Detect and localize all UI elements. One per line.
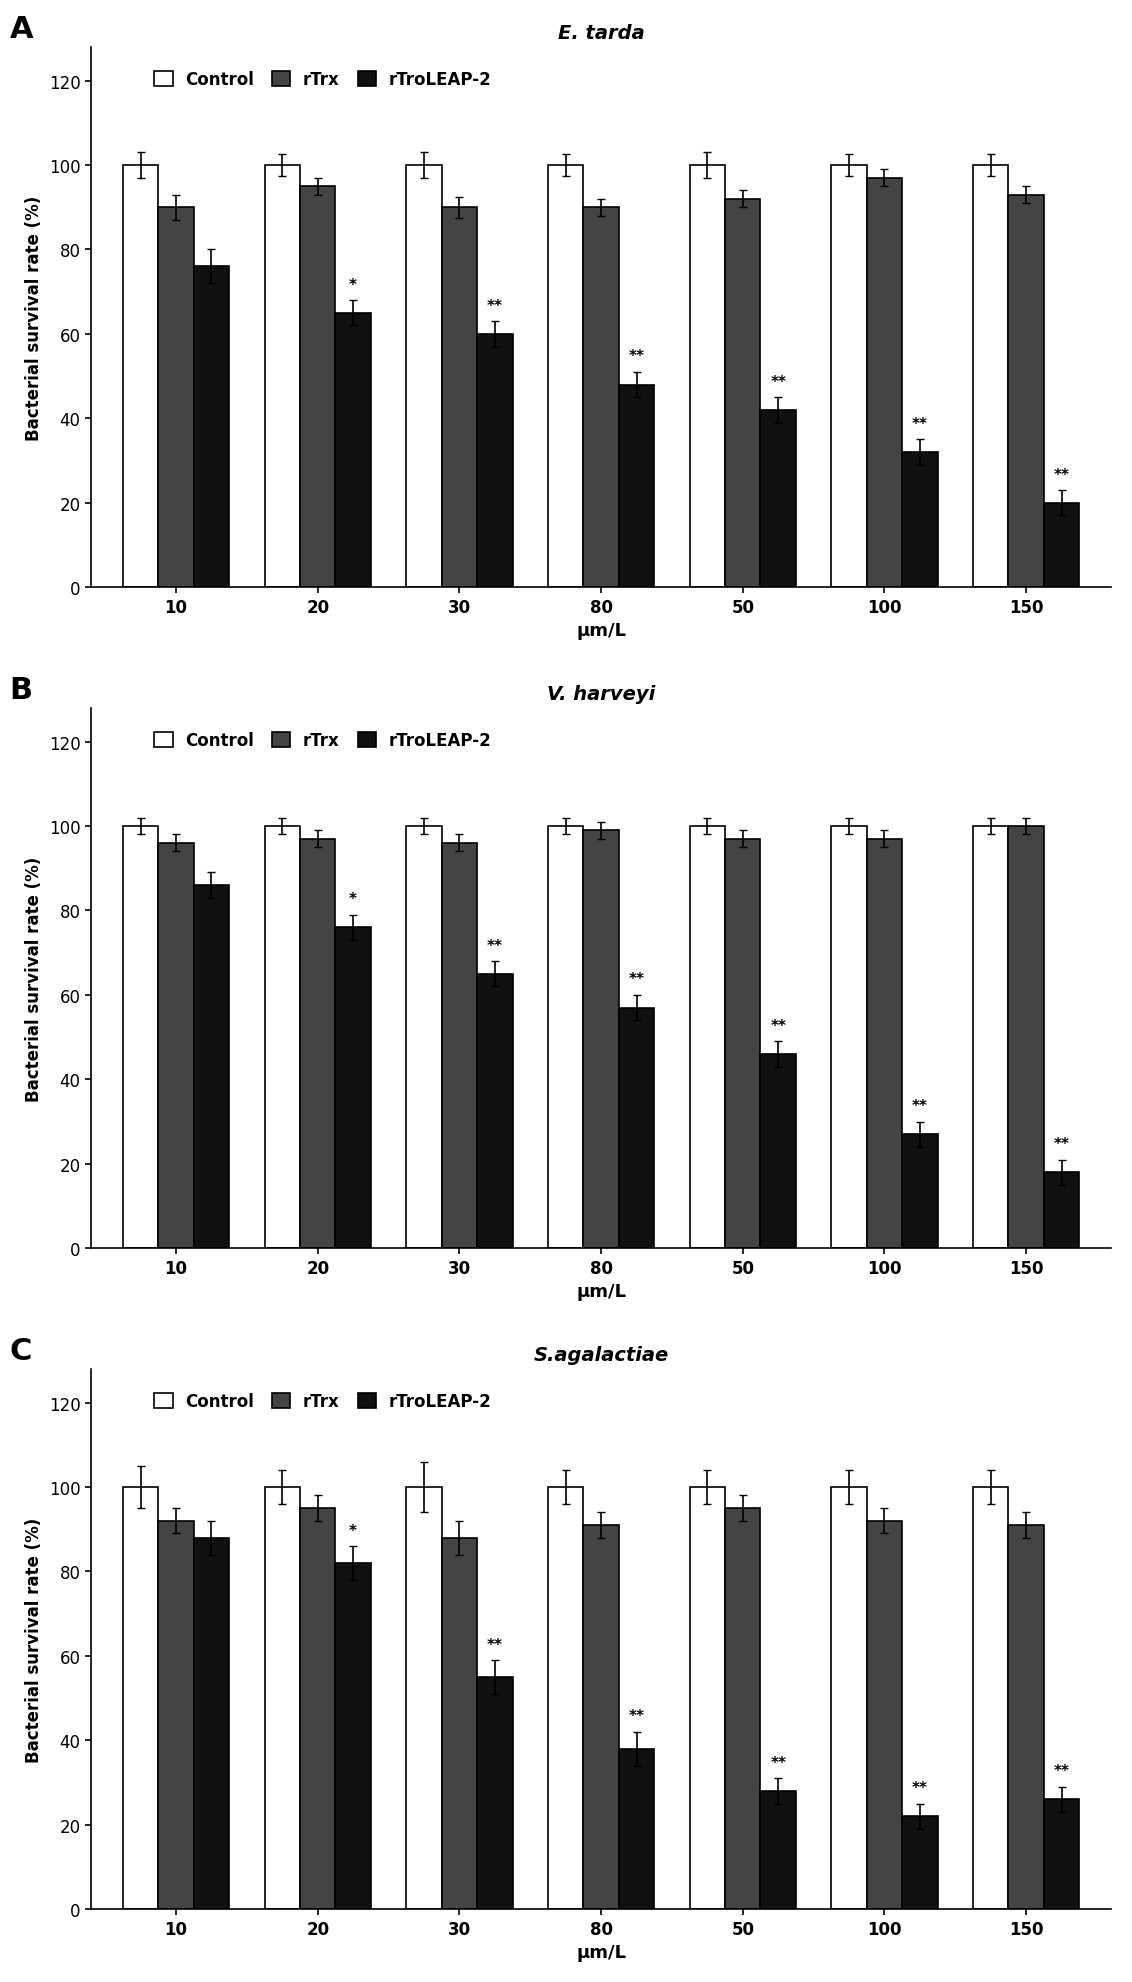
Bar xyxy=(265,826,300,1249)
Y-axis label: Bacterial survival rate (%): Bacterial survival rate (%) xyxy=(25,1516,43,1762)
Bar xyxy=(158,1520,194,1909)
Bar xyxy=(726,1508,761,1909)
Bar xyxy=(831,166,867,589)
Bar xyxy=(548,166,583,589)
Legend: Control, rTrx, rTroLEAP-2: Control, rTrx, rTroLEAP-2 xyxy=(149,65,496,93)
Y-axis label: Bacterial survival rate (%): Bacterial survival rate (%) xyxy=(25,196,43,440)
Bar xyxy=(194,1538,229,1909)
Y-axis label: Bacterial survival rate (%): Bacterial survival rate (%) xyxy=(25,856,43,1102)
Text: **: ** xyxy=(912,1098,928,1114)
X-axis label: μm/L: μm/L xyxy=(576,1942,626,1960)
Bar xyxy=(335,313,371,589)
Title: E. tarda: E. tarda xyxy=(558,24,644,44)
Bar xyxy=(1009,196,1044,589)
Bar xyxy=(867,1520,902,1909)
Bar xyxy=(1044,503,1079,589)
Bar xyxy=(689,826,726,1249)
Text: **: ** xyxy=(912,416,928,432)
Text: **: ** xyxy=(628,349,644,365)
Bar xyxy=(867,838,902,1249)
Text: **: ** xyxy=(1054,468,1070,482)
Bar xyxy=(902,1816,937,1909)
Bar xyxy=(583,208,619,589)
Bar xyxy=(406,1486,441,1909)
Title: S.agalactiae: S.agalactiae xyxy=(533,1346,669,1366)
Bar xyxy=(158,208,194,589)
Text: *: * xyxy=(349,1522,357,1538)
Text: **: ** xyxy=(628,971,644,987)
Bar xyxy=(441,208,477,589)
Bar xyxy=(831,1486,867,1909)
Bar xyxy=(123,166,158,589)
Bar xyxy=(974,826,1009,1249)
Bar xyxy=(1044,1173,1079,1249)
Bar xyxy=(619,1009,654,1249)
Text: **: ** xyxy=(912,1780,928,1796)
Bar xyxy=(583,1526,619,1909)
Text: **: ** xyxy=(1054,1136,1070,1152)
Bar xyxy=(548,826,583,1249)
Bar xyxy=(265,166,300,589)
Title: V. harveyi: V. harveyi xyxy=(547,686,655,704)
Text: **: ** xyxy=(628,1708,644,1724)
Bar xyxy=(406,166,441,589)
Bar xyxy=(300,186,335,589)
Bar xyxy=(477,975,513,1249)
Bar xyxy=(300,838,335,1249)
Bar xyxy=(123,826,158,1249)
Bar xyxy=(902,452,937,589)
Text: **: ** xyxy=(770,375,787,390)
Text: *: * xyxy=(349,892,357,906)
Bar xyxy=(619,1748,654,1909)
Bar xyxy=(548,1486,583,1909)
Bar xyxy=(335,1564,371,1909)
Bar xyxy=(194,268,229,589)
Text: C: C xyxy=(9,1336,32,1366)
Bar xyxy=(974,1486,1009,1909)
Legend: Control, rTrx, rTroLEAP-2: Control, rTrx, rTroLEAP-2 xyxy=(149,727,496,753)
Bar xyxy=(441,1538,477,1909)
Bar xyxy=(477,335,513,589)
Text: **: ** xyxy=(487,299,503,313)
Bar xyxy=(689,1486,726,1909)
Bar xyxy=(1009,1526,1044,1909)
Bar xyxy=(726,838,761,1249)
Bar xyxy=(406,826,441,1249)
Text: **: ** xyxy=(487,937,503,953)
Text: B: B xyxy=(9,676,33,706)
Bar xyxy=(689,166,726,589)
Bar xyxy=(761,1054,796,1249)
Bar xyxy=(619,385,654,589)
Bar xyxy=(726,200,761,589)
X-axis label: μm/L: μm/L xyxy=(576,622,626,640)
Text: **: ** xyxy=(770,1754,787,1770)
Text: A: A xyxy=(9,16,33,44)
Bar xyxy=(1009,826,1044,1249)
Bar xyxy=(831,826,867,1249)
Bar xyxy=(441,844,477,1249)
Bar xyxy=(902,1134,937,1249)
Bar xyxy=(477,1677,513,1909)
Bar xyxy=(583,830,619,1249)
Bar xyxy=(158,844,194,1249)
Bar xyxy=(1044,1800,1079,1909)
Bar xyxy=(123,1486,158,1909)
Legend: Control, rTrx, rTroLEAP-2: Control, rTrx, rTroLEAP-2 xyxy=(149,1387,496,1415)
Bar xyxy=(974,166,1009,589)
Text: **: ** xyxy=(770,1019,787,1033)
Bar xyxy=(867,178,902,589)
Text: **: ** xyxy=(1054,1764,1070,1778)
Bar xyxy=(761,1792,796,1909)
Bar xyxy=(265,1486,300,1909)
Bar xyxy=(300,1508,335,1909)
Bar xyxy=(761,410,796,589)
Bar xyxy=(335,928,371,1249)
X-axis label: μm/L: μm/L xyxy=(576,1282,626,1300)
Text: *: * xyxy=(349,277,357,293)
Text: **: ** xyxy=(487,1637,503,1651)
Bar xyxy=(194,886,229,1249)
